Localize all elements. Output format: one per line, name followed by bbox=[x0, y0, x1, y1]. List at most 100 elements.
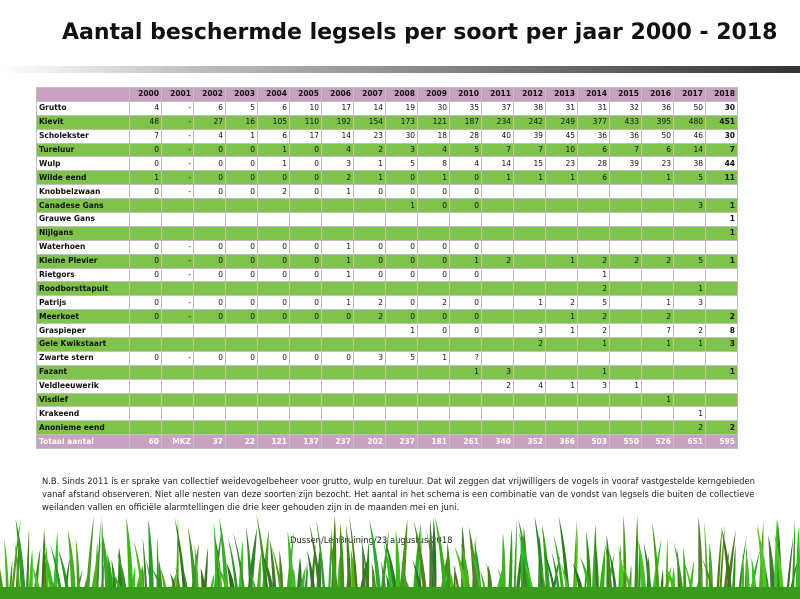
table-cell: 181 bbox=[417, 434, 450, 450]
table-cell bbox=[641, 281, 674, 297]
slide-title: Aantal beschermde legsels per soort per … bbox=[62, 20, 778, 45]
table-cell bbox=[289, 392, 322, 408]
table-row: Meerkoet 0-0 0 0 0 0 2 0 0 0 1 2 2 2 bbox=[36, 309, 738, 325]
table-row: Anonieme eend 2 2 bbox=[36, 420, 738, 436]
table-cell: 0 bbox=[257, 267, 290, 283]
grass-blade bbox=[637, 539, 647, 599]
table-cell: 1 bbox=[577, 364, 610, 380]
table-cell: 2 bbox=[353, 309, 386, 325]
grass-blade bbox=[15, 518, 26, 599]
grass-blade bbox=[469, 545, 483, 599]
table-cell bbox=[257, 392, 290, 408]
table-cell: 5 bbox=[673, 253, 706, 269]
table-cell: - bbox=[161, 350, 194, 366]
credit-line: Dussen/LenBruining/23 augustus/2018 bbox=[290, 535, 453, 545]
table-cell: 36 bbox=[577, 128, 610, 144]
table-cell: 46 bbox=[673, 128, 706, 144]
grass-blade bbox=[142, 537, 148, 599]
species-name-cell: Visdief bbox=[36, 392, 130, 408]
grass-blade bbox=[360, 536, 371, 599]
species-name-cell: Patrijs bbox=[36, 295, 130, 311]
table-cell bbox=[641, 406, 674, 422]
table-cell: 352 bbox=[513, 434, 546, 450]
species-name-cell: Veldleeuwerik bbox=[36, 378, 130, 394]
table-cell: 6 bbox=[577, 170, 610, 186]
year-header-2016: 2016 bbox=[641, 87, 674, 102]
table-cell bbox=[673, 212, 706, 227]
grass-blade bbox=[187, 527, 198, 599]
table-cell: 6 bbox=[641, 142, 674, 158]
table-cell: 2 bbox=[353, 295, 386, 311]
grass-blade bbox=[513, 518, 517, 599]
table-cell: 2 bbox=[577, 281, 610, 297]
table-cell bbox=[545, 281, 578, 297]
table-cell: 0 bbox=[129, 239, 162, 255]
table-cell bbox=[609, 392, 642, 408]
grass-blade bbox=[608, 549, 618, 599]
table-cell: 5 bbox=[673, 170, 706, 186]
table-cell: 395 bbox=[641, 114, 674, 130]
table-cell bbox=[481, 420, 514, 436]
grass-decoration bbox=[0, 514, 800, 599]
table-cell: 1 bbox=[673, 337, 706, 352]
table-cell bbox=[161, 198, 194, 214]
table-cell bbox=[673, 184, 706, 200]
table-cell bbox=[577, 350, 610, 366]
year-header-2000: 2000 bbox=[129, 87, 162, 102]
grass-blade bbox=[362, 541, 366, 599]
table-cell: - bbox=[161, 170, 194, 186]
table-cell bbox=[385, 337, 418, 352]
table-cell: 15 bbox=[513, 156, 546, 172]
table-row: Roodborsttapuit 2 1 bbox=[36, 281, 738, 297]
table-cell: 121 bbox=[417, 114, 450, 130]
table-row: Canadese Gans 1 0 0 3 1 bbox=[36, 198, 738, 214]
table-cell bbox=[225, 225, 258, 241]
table-cell: 2 bbox=[321, 170, 354, 186]
table-cell: 1 bbox=[513, 295, 546, 311]
table-cell bbox=[417, 420, 450, 436]
grass-ground bbox=[0, 587, 800, 599]
table-cell bbox=[289, 378, 322, 394]
table-row: Veldleeuwerik 2 4 1 3 1 bbox=[36, 378, 738, 394]
species-name-cell: Grauwe Gans bbox=[36, 212, 130, 227]
table-cell: 0 bbox=[225, 170, 258, 186]
table-cell: 0 bbox=[289, 267, 322, 283]
table-cell: 27 bbox=[193, 114, 226, 130]
table-cell bbox=[641, 364, 674, 380]
table-cell: 1 bbox=[257, 156, 290, 172]
grass-blade bbox=[508, 527, 513, 599]
species-name-cell: Scholekster bbox=[36, 128, 130, 144]
table-row: Patrijs 0-0 0 0 0 1 2 0 2 0 1 2 5 1 3 bbox=[36, 295, 738, 311]
grass-blade bbox=[715, 526, 723, 599]
table-cell: 17 bbox=[289, 128, 322, 144]
table-cell: 0 bbox=[193, 253, 226, 269]
table-cell: 14 bbox=[321, 128, 354, 144]
table-cell bbox=[321, 406, 354, 422]
table-cell bbox=[193, 406, 226, 422]
table-cell: 0 bbox=[353, 239, 386, 255]
table-cell bbox=[385, 392, 418, 408]
grass-blade bbox=[306, 550, 316, 599]
table-cell bbox=[129, 323, 162, 339]
table-row: Grutto 4-6 5 6 10 17 14 19 30 35 37 38 31 31 32 36 50 30 bbox=[36, 100, 738, 116]
table-cell bbox=[161, 323, 194, 339]
table-cell bbox=[577, 212, 610, 227]
table-cell: 1 bbox=[641, 170, 674, 186]
grass-blade bbox=[673, 541, 685, 599]
table-cell: 105 bbox=[257, 114, 290, 130]
grass-blade bbox=[774, 532, 785, 599]
grass-blade bbox=[683, 547, 687, 599]
table-cell bbox=[129, 420, 162, 436]
grass-blade bbox=[446, 541, 451, 599]
table-cell bbox=[673, 378, 706, 394]
table-cell bbox=[545, 267, 578, 283]
year-header-2013: 2013 bbox=[545, 87, 578, 102]
species-name-cell: Fazant bbox=[36, 364, 130, 380]
table-cell bbox=[545, 212, 578, 227]
table-cell bbox=[257, 364, 290, 380]
table-cell bbox=[609, 184, 642, 200]
year-header-2012: 2012 bbox=[513, 87, 546, 102]
table-cell bbox=[545, 239, 578, 255]
table-cell: 1 bbox=[705, 198, 738, 214]
grass-blade bbox=[50, 544, 63, 599]
